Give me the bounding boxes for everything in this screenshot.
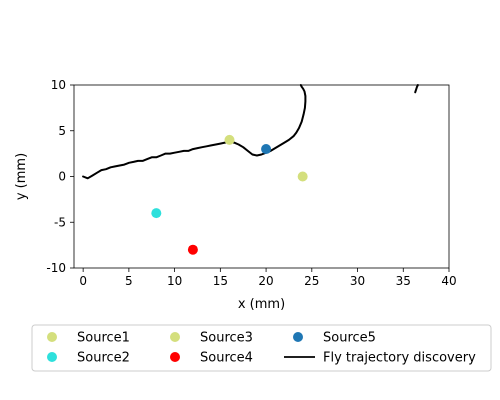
x-tick-label: 35 [396,274,411,288]
legend-label: Source1 [77,331,130,346]
source-point [224,134,235,145]
legend-marker [47,332,57,342]
legend-label: Source5 [323,331,376,346]
legend-label: Source4 [200,351,253,366]
source-point [187,244,198,255]
y-axis-ticks: -10 -5 0 5 10 [46,78,74,275]
legend: Source1 Source2 Source3 Source4 Source5 Fly t… [31,324,492,372]
trajectory-line [82,84,307,180]
x-tick-label: 25 [304,274,319,288]
legend-label: Fly trajectory discovery [323,351,476,366]
x-axis-label: x (mm) [238,297,285,312]
x-tick-label: 5 [125,274,133,288]
legend-label: Source3 [200,331,253,346]
legend-frame [31,324,492,372]
source-point [297,171,308,182]
source-points-layer [151,134,308,255]
legend-marker [170,332,180,342]
trajectory-line [414,84,419,94]
x-tick-label: 40 [441,274,456,288]
legend-label: Source2 [77,351,130,366]
legend-marker [47,352,57,362]
y-tick-label: -5 [54,215,66,229]
legend-marker [293,332,303,342]
y-tick-label: 0 [58,170,66,184]
legend-marker [170,352,180,362]
x-tick-label: 10 [167,274,182,288]
y-axis-label: y (mm) [14,153,29,200]
x-tick-label: 15 [213,274,228,288]
source-point [261,144,272,155]
y-tick-label: 10 [51,78,66,92]
trajectory-layer [82,84,419,180]
y-tick-label: 5 [58,124,66,138]
x-tick-label: 0 [79,274,87,288]
x-axis-ticks: 0 5 10 15 20 25 30 35 40 [79,268,457,288]
y-tick-label: -10 [46,261,66,275]
source-point [151,208,162,219]
x-tick-label: 20 [258,274,273,288]
x-tick-label: 30 [350,274,365,288]
